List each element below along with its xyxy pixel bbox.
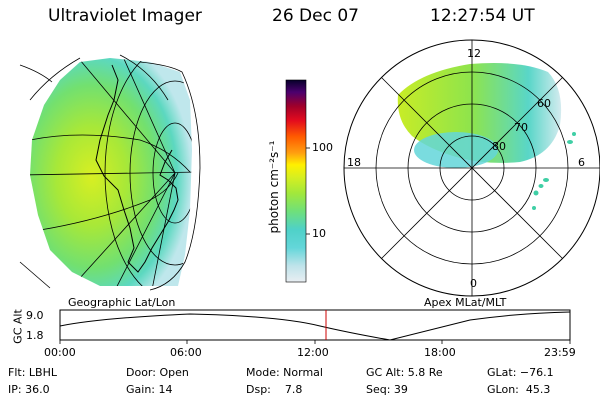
geographic-image	[19, 54, 201, 291]
right-panel-caption: Apex MLat/MLT	[424, 296, 507, 309]
mlat-label-80: 80	[492, 140, 506, 153]
status-gc-alt: GC Alt: 5.8 Re	[366, 366, 443, 379]
altitude-ytick-high: 9.0	[26, 309, 44, 322]
status-gain: Gain: 14	[126, 383, 173, 396]
colorbar	[285, 79, 310, 283]
altitude-ytick-low: 1.8	[26, 329, 44, 342]
altitude-xtick-4: 23:59	[544, 346, 576, 359]
mlt-label-18: 18	[347, 156, 361, 169]
mlat-label-60: 60	[537, 97, 551, 110]
status-filter: Flt: LBHL	[8, 366, 57, 379]
mlt-label-12: 12	[467, 47, 481, 60]
mlt-label-0: 0	[470, 277, 477, 290]
status-dsp: Dsp: 7.8	[246, 383, 303, 396]
altitude-plot	[59, 309, 571, 344]
left-panel-caption: Geographic Lat/Lon	[68, 296, 176, 309]
altitude-xtick-2: 12:00	[297, 346, 329, 359]
colorbar-unit-label: photon cm⁻²s⁻¹	[267, 140, 281, 234]
status-ip: IP: 36.0	[8, 383, 50, 396]
mlat-label-70: 70	[514, 121, 528, 134]
colorbar-tick-10: 10	[312, 227, 326, 240]
instrument-title: Ultraviolet Imager	[48, 6, 202, 26]
altitude-xtick-0: 00:00	[44, 346, 76, 359]
altitude-xtick-3: 18:00	[424, 346, 456, 359]
status-glon: GLon: 45.3	[487, 383, 551, 396]
colorbar-tick-100: 100	[312, 141, 333, 154]
mlt-label-6: 6	[578, 156, 585, 169]
polar-image	[343, 39, 600, 297]
status-glat: GLat: −76.1	[487, 366, 554, 379]
altitude-xtick-1: 06:00	[170, 346, 202, 359]
time-label: 12:27:54 UT	[430, 6, 535, 26]
status-door: Door: Open	[126, 366, 189, 379]
status-seq: Seq: 39	[366, 383, 408, 396]
date-label: 26 Dec 07	[272, 6, 359, 26]
altitude-ylabel: GC Alt	[11, 309, 25, 344]
status-mode: Mode: Normal	[246, 366, 323, 379]
